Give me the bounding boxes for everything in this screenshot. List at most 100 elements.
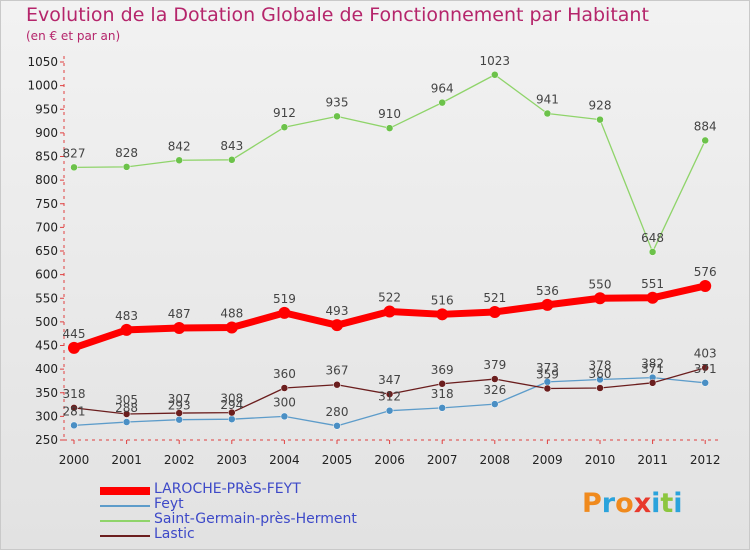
data-point — [646, 291, 659, 304]
logo-letter: i — [651, 488, 661, 519]
y-tick-label: 1050 — [27, 55, 58, 69]
data-label: 379 — [483, 358, 506, 372]
logo-letter: r — [601, 488, 616, 519]
data-label: 326 — [483, 383, 506, 397]
logo-letter: t — [660, 488, 674, 519]
data-label: 288 — [115, 401, 138, 415]
data-label: 536 — [536, 284, 559, 298]
proxiti-logo: Proxiti — [582, 488, 683, 519]
data-point — [491, 71, 499, 79]
legend-swatch — [100, 520, 150, 522]
x-tick-label: 2008 — [480, 453, 511, 467]
data-point — [596, 384, 604, 392]
data-label: 307 — [168, 392, 191, 406]
data-label: 373 — [536, 361, 559, 375]
y-tick-label: 900 — [35, 126, 58, 140]
data-label: 488 — [220, 307, 243, 321]
chart-title: Evolution de la Dotation Globale de Fonc… — [26, 4, 649, 26]
data-label: 648 — [641, 231, 664, 245]
data-point — [436, 308, 449, 321]
data-point — [122, 410, 131, 418]
legend-swatch — [100, 505, 150, 507]
data-label: 487 — [168, 307, 191, 321]
y-tick-label: 500 — [35, 315, 58, 329]
data-point — [383, 305, 396, 318]
legend-label: Feyt — [154, 496, 184, 512]
data-point — [70, 404, 78, 412]
data-point — [699, 279, 712, 292]
data-point — [120, 323, 133, 336]
data-label: 445 — [63, 327, 86, 341]
data-label: 305 — [115, 393, 138, 407]
data-point — [543, 384, 552, 393]
data-point — [385, 390, 394, 398]
data-label: 941 — [536, 93, 559, 107]
x-tick-label: 2003 — [217, 453, 248, 467]
data-label: 576 — [694, 265, 717, 279]
data-point — [225, 321, 238, 334]
data-point — [438, 98, 446, 107]
y-tick-label: 450 — [35, 339, 58, 353]
data-point — [280, 384, 289, 392]
data-point — [228, 156, 236, 164]
data-point — [438, 404, 446, 412]
data-point — [175, 156, 183, 165]
data-point — [701, 136, 709, 145]
x-tick-label: 2000 — [59, 453, 90, 467]
data-label: 843 — [220, 139, 243, 153]
x-tick-label: 2002 — [164, 453, 195, 467]
data-point — [438, 380, 446, 388]
data-label: 371 — [694, 362, 717, 376]
data-point — [70, 163, 78, 172]
legend-label: Saint-Germain-près-Herment — [154, 511, 357, 527]
data-label: 912 — [273, 106, 296, 120]
data-label: 519 — [273, 292, 296, 306]
data-label: 312 — [378, 390, 401, 404]
data-point — [175, 415, 183, 424]
x-tick-label: 2001 — [111, 453, 142, 467]
data-point — [280, 123, 289, 131]
data-label: 318 — [431, 387, 454, 401]
logo-letter: P — [582, 488, 602, 519]
legend-label: LAROCHE-PRèS-FEYT — [154, 481, 301, 497]
x-tick-label: 2010 — [585, 453, 616, 467]
data-point — [173, 322, 186, 335]
y-tick-label: 600 — [35, 268, 58, 282]
data-label: 382 — [641, 357, 664, 371]
data-label: 928 — [589, 99, 612, 113]
data-label: 828 — [115, 146, 138, 160]
y-tick-label: 250 — [35, 433, 58, 447]
data-point — [280, 412, 289, 421]
y-tick-label: 1000 — [27, 79, 58, 93]
data-label: 300 — [273, 395, 296, 409]
data-point — [701, 363, 709, 372]
data-point — [488, 305, 501, 318]
y-tick-label: 650 — [35, 244, 58, 258]
logo-letter: o — [615, 488, 634, 519]
data-point — [701, 379, 709, 387]
data-point — [333, 422, 341, 430]
data-point — [122, 163, 131, 171]
data-point — [70, 421, 78, 430]
data-point — [491, 400, 499, 408]
data-label: 360 — [273, 367, 296, 381]
data-label: 522 — [378, 290, 401, 304]
data-label: 493 — [326, 304, 349, 318]
y-tick-label: 950 — [35, 102, 58, 116]
data-point — [331, 319, 343, 332]
x-tick-label: 2004 — [269, 453, 300, 467]
data-point — [278, 306, 291, 319]
data-point — [648, 379, 657, 387]
data-point — [175, 409, 183, 417]
data-label: 884 — [694, 119, 717, 133]
x-tick-label: 2012 — [690, 453, 721, 467]
data-label: 827 — [63, 146, 86, 160]
data-label: 842 — [168, 139, 191, 153]
data-point — [648, 248, 657, 256]
data-point — [541, 298, 554, 311]
y-tick-label: 300 — [35, 409, 58, 423]
data-point — [385, 124, 394, 132]
x-tick-label: 2007 — [427, 453, 458, 467]
data-label: 281 — [63, 404, 86, 418]
